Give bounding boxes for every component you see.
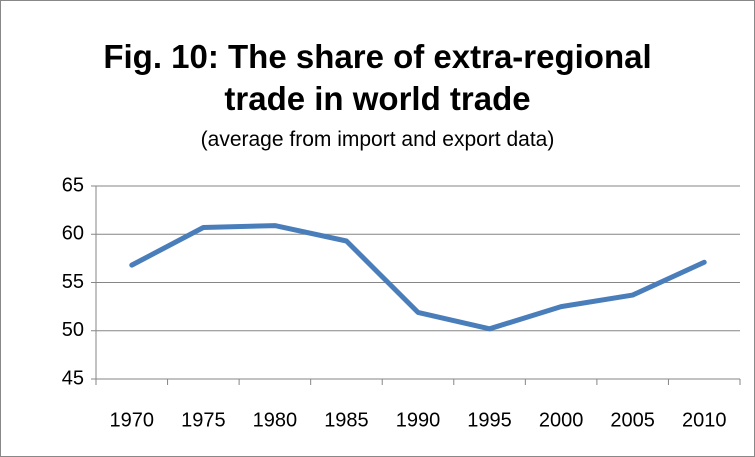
x-tick-label: 1975 [181, 409, 226, 431]
x-tick-label: 1980 [253, 409, 298, 431]
data-line [129, 223, 707, 332]
y-tick-label: 55 [62, 271, 84, 293]
x-tick-label: 2000 [539, 409, 584, 431]
y-tick-label: 45 [62, 367, 84, 389]
chart-subtitle: (average from import and export data) [200, 128, 555, 151]
y-tick-label: 50 [62, 319, 84, 341]
y-tick-label: 65 [62, 174, 84, 196]
x-tick-label: 2010 [682, 409, 727, 431]
x-tick-label: 1995 [467, 409, 512, 431]
chart-title: Fig. 10: The share of extra-regional tra… [103, 38, 652, 117]
y-tick-label: 60 [62, 223, 84, 245]
x-tick-label: 1985 [324, 409, 369, 431]
x-tick-label: 2005 [610, 409, 655, 431]
x-tick-label: 1970 [110, 409, 155, 431]
x-tick-label: 1990 [396, 409, 441, 431]
